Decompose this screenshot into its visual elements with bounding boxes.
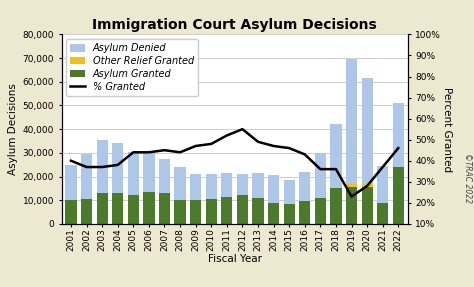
Bar xyxy=(392,167,404,224)
Bar xyxy=(377,203,388,224)
Bar xyxy=(362,78,373,184)
Bar xyxy=(252,198,264,224)
Bar xyxy=(346,59,357,184)
Y-axis label: Asylum Decisions: Asylum Decisions xyxy=(9,83,18,175)
Bar xyxy=(268,175,279,203)
Bar xyxy=(97,140,108,193)
Legend: Asylum Denied, Other Relief Granted, Asylum Granted, % Granted: Asylum Denied, Other Relief Granted, Asy… xyxy=(66,39,198,96)
Bar xyxy=(174,167,186,200)
Bar xyxy=(206,174,217,199)
Bar xyxy=(159,193,170,224)
X-axis label: Fiscal Year: Fiscal Year xyxy=(208,254,262,264)
Bar xyxy=(143,192,155,224)
Bar xyxy=(112,193,123,224)
Bar xyxy=(221,173,232,197)
Bar xyxy=(346,184,357,187)
Bar xyxy=(128,152,139,195)
Bar xyxy=(392,103,404,167)
Bar xyxy=(362,184,373,187)
Bar xyxy=(377,166,388,203)
Bar xyxy=(252,173,264,198)
Bar xyxy=(221,197,232,224)
Bar xyxy=(362,187,373,224)
Bar xyxy=(283,204,295,224)
Title: Immigration Court Asylum Decisions: Immigration Court Asylum Decisions xyxy=(92,18,377,32)
Text: ©TRAC 2022: ©TRAC 2022 xyxy=(463,153,472,203)
Bar xyxy=(315,198,326,224)
Bar xyxy=(97,193,108,224)
Bar xyxy=(237,174,248,195)
Bar xyxy=(65,165,77,200)
Bar xyxy=(299,172,310,201)
Bar xyxy=(206,199,217,224)
Bar xyxy=(190,174,201,200)
Bar xyxy=(81,154,92,199)
Bar xyxy=(237,195,248,224)
Bar xyxy=(330,188,342,224)
Bar xyxy=(315,153,326,198)
Bar xyxy=(174,200,186,224)
Bar xyxy=(268,203,279,224)
Bar xyxy=(159,159,170,193)
Bar xyxy=(112,143,123,193)
Bar xyxy=(128,195,139,224)
Bar xyxy=(330,124,342,188)
Bar xyxy=(190,200,201,224)
Y-axis label: Percent Granted: Percent Granted xyxy=(442,87,452,172)
Bar xyxy=(143,153,155,192)
Bar xyxy=(81,199,92,224)
Bar xyxy=(299,201,310,224)
Bar xyxy=(65,200,77,224)
Bar xyxy=(283,180,295,204)
Bar xyxy=(346,187,357,224)
